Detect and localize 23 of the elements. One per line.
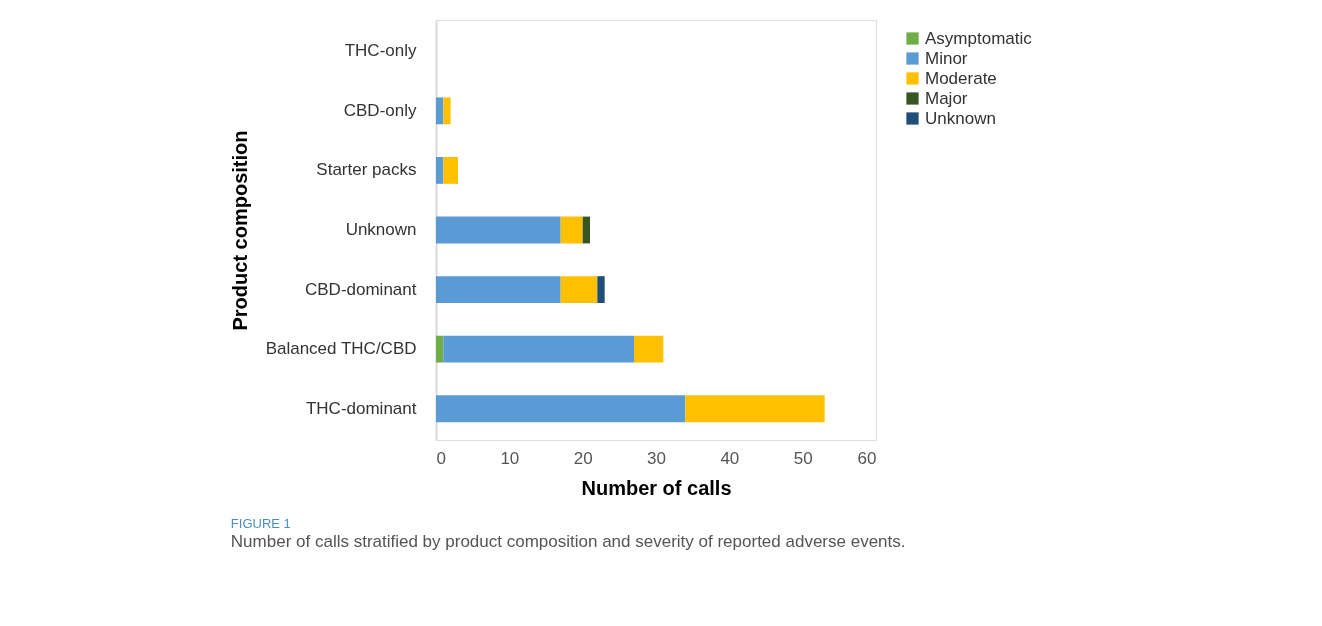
y-tick-label: Unknown [345, 220, 417, 239]
y-tick-label: Starter packs [316, 160, 417, 180]
x-tick-label: 10 [500, 448, 520, 468]
text: Number of calls stratified by product composition and severity of reported adverse events. [230, 532, 906, 551]
legend-label: Major [925, 88, 968, 108]
legend-label: Moderate [925, 68, 997, 88]
legend-label: Minor [925, 48, 968, 68]
x-axis-title: Number of calls [581, 476, 732, 499]
y-tick-label: CBD-dominant [305, 279, 417, 299]
y-tick-label: CBD-only [343, 100, 417, 120]
legend-label: Asymptomatic [925, 28, 1033, 48]
legend-label: Unknown [925, 108, 996, 128]
y-tick-label: Balanced THC/CBD [265, 339, 417, 359]
x-tick-label: 0 [436, 448, 446, 468]
x-tick-label: 30 [647, 448, 666, 468]
y-tick-label: THC-only [344, 41, 417, 61]
x-tick-label: 50 [793, 448, 813, 468]
x-tick-label: 20 [573, 448, 593, 468]
y-tick-label: THC-dominant [305, 398, 417, 418]
y-axis-title: Product composition [229, 130, 252, 331]
x-tick-label: 40 [720, 448, 740, 468]
text: FIGURE 1 [230, 516, 291, 531]
x-tick-label: 60 [857, 448, 877, 468]
